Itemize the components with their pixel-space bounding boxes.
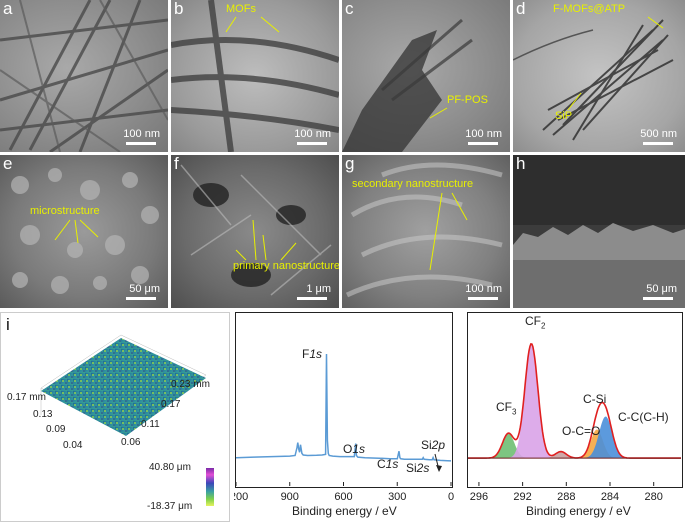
annotation-lines-d (567, 16, 664, 111)
scale-text-f: 1 μm (306, 283, 331, 295)
peak-fill-cf3 (468, 433, 681, 459)
peak-si2p: Si2p (421, 438, 446, 452)
panel-label-c: c (345, 0, 354, 18)
label-c-si: C-Si (583, 392, 607, 406)
scale-text-c: 100 nm (465, 128, 502, 140)
panel-c-image (342, 18, 473, 152)
panel-h: h 50 μm (513, 155, 685, 308)
arrow-si2p (434, 453, 442, 472)
panel-label-g: g (345, 155, 355, 173)
scale-bar-f: 1 μm (297, 283, 331, 300)
annotation-lines-g (429, 192, 468, 271)
panel-j: j 12009006003000 F1s O1s C1s Si2s Si2p B… (234, 312, 458, 522)
annotation-f-mofs-atp: F-MOFs@ATP (553, 3, 626, 15)
label-o-c-o: O-C=O (562, 424, 601, 438)
colorbar-max: 40.80 μm (149, 462, 191, 473)
annotation-sip: SiP (555, 110, 573, 122)
x-tick-label-j: 0 (448, 491, 454, 503)
surface-axis-right-1: 0.17 (161, 399, 181, 410)
scale-bar-c: 100 nm (465, 128, 502, 145)
panel-label-a: a (3, 0, 13, 18)
x-tick-label-k: 296 (470, 491, 488, 503)
surface-axis-left-1: 0.13 (33, 409, 53, 420)
panel-b-image (171, 0, 339, 152)
scale-bar-e: 50 μm (126, 283, 160, 300)
scale-text-e: 50 μm (129, 283, 160, 295)
panel-d: d F-MOFs@ATP SiP 500 nm (513, 0, 685, 152)
series-line-survey (235, 353, 452, 462)
xlabel-k: Binding energy / eV (526, 504, 631, 518)
scale-text-g: 100 nm (465, 283, 502, 295)
panel-i: i 0.17 mm 0.13 0.09 0.04 0.23 mm 0.17 0.… (0, 312, 230, 522)
annotation-microstructure: microstructure (30, 205, 100, 217)
panel-a: a 100 nm (0, 0, 168, 152)
surface-axis-right-0: 0.23 mm (171, 379, 210, 390)
surface-axis-right-3: 0.06 (121, 437, 141, 448)
scale-text-d: 500 nm (640, 128, 677, 140)
surface-axis-right-2: 0.11 (141, 419, 160, 430)
panel-label-b: b (174, 0, 184, 18)
scale-bar-g: 100 nm (465, 283, 502, 300)
scale-bar-b: 100 nm (294, 128, 331, 145)
scale-text-h: 50 μm (646, 283, 677, 295)
panel-b: b MOFs 100 nm (171, 0, 339, 152)
x-tick-label-j: 300 (388, 491, 406, 503)
annotation-lines-c (429, 107, 448, 119)
annotation-mofs: MOFs (226, 3, 256, 15)
panel-h-image (513, 155, 685, 308)
chart-j: 1200 900 600 300 0 (234, 353, 454, 503)
label-cf2: CF2 (525, 314, 546, 331)
scale-bar-h: 50 μm (643, 283, 677, 300)
annotation-secondary-nanostructure: secondary nanostructure (352, 178, 474, 190)
panel-e-image (11, 168, 159, 294)
panel-c: c PF-POS 100 nm (342, 0, 510, 152)
label-c-c-c-h: C-C(C-H) (618, 410, 669, 424)
xlabel-j: Binding energy / eV (292, 504, 397, 518)
surface-3d-plot (40, 334, 207, 436)
peak-f1s: F1s (302, 347, 323, 361)
x-tick-label-j: 600 (334, 491, 352, 503)
annotation-primary-nanostructure: primary nanostructure (233, 260, 339, 272)
colorbar-min: -18.37 μm (147, 501, 193, 512)
annotation-lines-b (225, 16, 280, 33)
surface-axis-left-3: 0.04 (63, 440, 83, 451)
panel-g-image (345, 162, 503, 298)
scale-bar-d: 500 nm (640, 128, 677, 145)
x-tick-label-j: 900 (281, 491, 299, 503)
x-tick-label-k: 284 (601, 491, 619, 503)
panel-f: f primary nanostructure 1 μm (171, 155, 339, 308)
panel-label-i: i (6, 315, 10, 334)
x-tick-label-k: 292 (513, 491, 531, 503)
label-cf3: CF3 (496, 400, 517, 417)
panel-label-h: h (516, 155, 526, 173)
peak-o1s: O1s (343, 442, 366, 456)
x-tick-label-j: 1200 (234, 491, 248, 503)
panel-e: e microstructure 50 μm (0, 155, 168, 308)
annotation-lines-f (235, 219, 297, 261)
scale-text-b: 100 nm (294, 128, 331, 140)
panel-a-image (0, 0, 168, 152)
peak-si2s: Si2s (406, 461, 430, 475)
peak-c1s: C1s (377, 457, 399, 471)
x-tick-label-k: 280 (645, 491, 663, 503)
colorbar (206, 468, 214, 506)
panel-label-e: e (3, 155, 13, 173)
peak-fill-cf2 (468, 343, 681, 459)
chart-k: 296 292 288 284 280 (468, 342, 681, 503)
annotation-pf-pos: PF-POS (447, 94, 488, 106)
surface-axis-left-0: 0.17 mm (7, 392, 46, 403)
panel-label-d: d (516, 0, 526, 18)
annotation-lines-e (54, 219, 99, 244)
surface-axis-left-2: 0.09 (46, 424, 66, 435)
scale-bar-a: 100 nm (123, 128, 160, 145)
panel-f-image (180, 164, 332, 296)
panel-label-f: f (174, 155, 179, 173)
scale-text-a: 100 nm (123, 128, 160, 140)
x-tick-label-k: 288 (557, 491, 575, 503)
panel-g: g secondary nanostructure 100 nm (342, 155, 510, 308)
panel-d-image (513, 19, 674, 141)
